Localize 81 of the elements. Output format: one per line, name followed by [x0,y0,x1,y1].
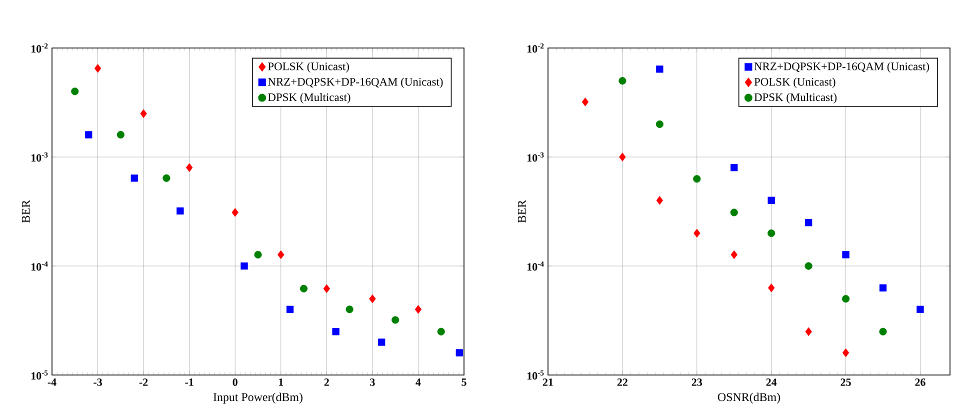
point [916,306,924,313]
point [332,328,340,336]
point [116,130,124,139]
legend-label: POLSK (Unicast) [754,78,836,88]
y-tick-label: 10$^{-5}$ [32,370,48,380]
x-tick-label: -2 [139,378,148,386]
x-tick-label: -4 [48,378,56,386]
point [768,196,775,204]
point [804,219,812,226]
point [323,284,330,294]
x-tick-label: 2 [324,378,329,386]
x-tick-label: 26 [915,378,926,386]
point [879,328,887,336]
point [278,250,284,260]
legend-label: DPSK (Multicast) [754,93,837,104]
point [730,250,738,260]
x-tick-label: 1 [279,378,284,386]
x-tick-label: 4 [416,378,421,386]
point [768,283,775,292]
x-tick-label: 3 [370,378,375,386]
point [656,196,664,205]
point [804,262,812,270]
point [414,304,422,314]
point [582,98,589,106]
point [94,64,102,73]
point [71,88,79,96]
point [693,175,701,183]
point [656,120,664,128]
legend-label: NRZ+DQPSK+DP-16QAM (Unicast) [268,78,443,88]
y-tick-label: 10$^{-3}$ [528,152,544,162]
point [805,327,812,336]
point [162,174,170,182]
point [842,295,850,303]
point [378,338,386,346]
point [369,294,376,304]
point [300,284,308,292]
point [730,208,738,216]
point [392,316,400,324]
y-tick-label: 10$^{-4}$ [32,261,48,271]
y-tick-label: 10$^{-4}$ [528,261,544,271]
y-tick-label: 10$^{-2}$ [32,43,48,53]
point [456,349,464,356]
y-tick-label: 10$^{-5}$ [528,370,544,380]
x-tick-label: 24 [766,378,777,386]
point [346,306,354,314]
point [240,262,248,270]
x-tick-label: 25 [840,378,851,386]
point [730,164,738,172]
x-tick-label: 5 [462,378,466,386]
legend-label: DPSK (Multicast) [268,93,350,104]
x-tick-label: 21 [542,378,553,386]
point [619,152,626,162]
legend-label: NRZ+DQPSK+DP-16QAM (Unicast) [754,62,930,73]
point [842,251,850,258]
point [85,131,92,138]
point [879,284,887,292]
point [618,77,626,85]
point [437,328,445,336]
point [140,109,147,118]
point [254,250,262,258]
x-tick-label: 0 [232,378,238,386]
point [186,163,193,172]
x-axis-title: Input Power(dBm) [213,392,302,404]
point [656,66,664,73]
x-tick-label: 22 [617,378,628,386]
point [694,228,700,238]
point [286,306,294,313]
point [130,174,138,182]
legend-label: POLSK (Unicast) [268,62,349,73]
x-tick-label: 23 [692,378,702,386]
point [842,348,850,358]
y-axis-title: BER [22,200,30,223]
x-tick-label: -1 [185,378,194,386]
point [176,207,184,215]
point [232,208,238,217]
point [768,229,776,237]
y-tick-label: 10$^{-2}$ [528,43,544,53]
x-axis-title: OSNR(dBm) [718,392,780,404]
y-axis-title: BER [518,200,526,223]
x-tick-label: -3 [94,378,102,386]
y-tick-label: 10$^{-3}$ [32,152,48,162]
